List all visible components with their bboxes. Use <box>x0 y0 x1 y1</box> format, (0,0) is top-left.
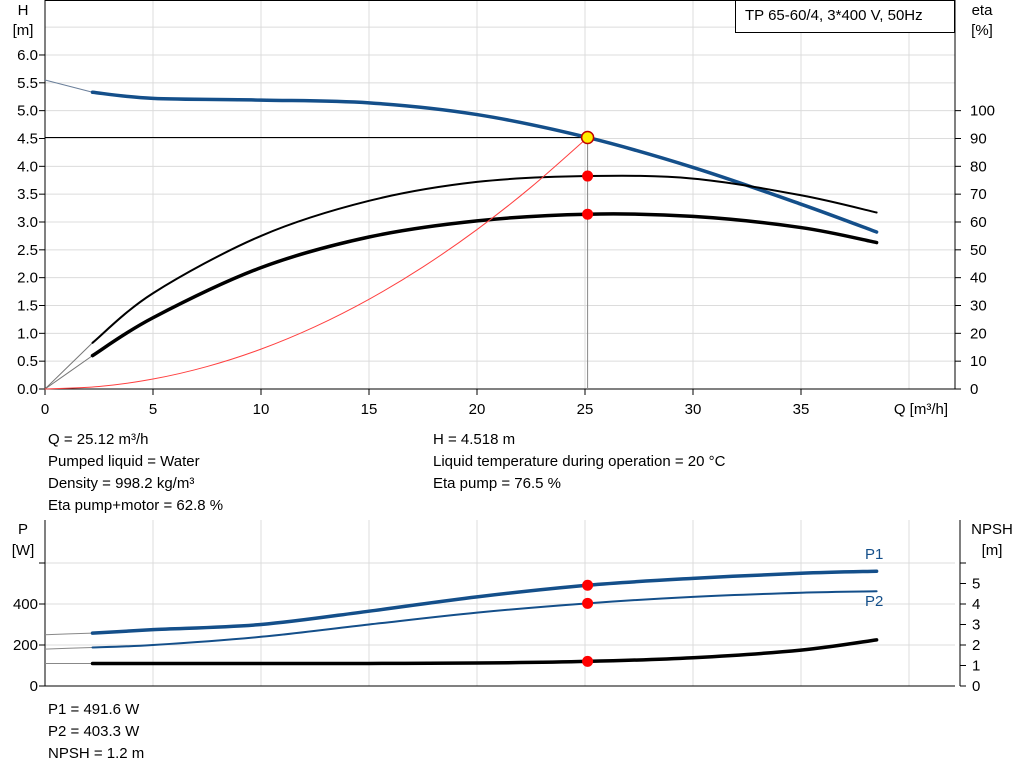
y-tick-label-left: 1.5 <box>17 297 38 314</box>
y-tick-label-right: 10 <box>970 353 987 370</box>
y-tick-label-left: 400 <box>13 596 38 613</box>
y-axis-unit-left: [m] <box>13 22 34 39</box>
info-h: H = 4.518 m <box>433 431 516 448</box>
curve-system <box>44 136 589 390</box>
curve-P1-extrapolated <box>44 632 93 636</box>
y-tick-label-right: 0 <box>972 678 980 695</box>
y-tick-label-right: 70 <box>970 186 987 203</box>
y-tick-label-left: 1.0 <box>17 325 38 342</box>
y-tick-label-right: 90 <box>970 130 987 147</box>
chart-title: TP 65-60/4, 3*400 V, 50Hz <box>745 7 923 24</box>
y-axis-label-right: NPSH <box>971 521 1013 538</box>
y-tick-label-left: 5.0 <box>17 103 38 120</box>
curve-P2-extrapolated <box>44 646 93 650</box>
operating-point-marker <box>582 579 594 591</box>
curve-npsh <box>90 638 879 666</box>
x-tick-label: 20 <box>469 401 486 418</box>
info-density: Density = 998.2 kg/m³ <box>48 475 195 492</box>
info-p2: P2 = 403.3 W <box>48 723 140 740</box>
x-tick-label: 5 <box>149 401 157 418</box>
x-axis-label: Q [m³/h] <box>894 401 948 418</box>
y-tick-label-right: 1 <box>972 658 980 675</box>
y-tick-label-left: 6.0 <box>17 47 38 64</box>
y-tick-label-left: 2.5 <box>17 242 38 259</box>
y-tick-label-right: 5 <box>972 576 980 593</box>
y-tick-label-right: 20 <box>970 325 987 342</box>
y-tick-label-left: 0 <box>30 678 38 695</box>
info-liquid: Pumped liquid = Water <box>48 453 200 470</box>
y-tick-label-right: 80 <box>970 158 987 175</box>
curve-head-extrapolated <box>44 79 93 93</box>
y-tick-label-right: 60 <box>970 214 987 231</box>
y-tick-label-right: 2 <box>972 637 980 654</box>
y-tick-label-right: 40 <box>970 270 987 287</box>
y-tick-label-right: 3 <box>972 617 980 634</box>
y-tick-label-left: 2.0 <box>17 270 38 287</box>
y-axis-unit-right: [%] <box>971 22 993 39</box>
operating-point-marker <box>582 597 594 609</box>
operating-point-marker <box>582 208 594 220</box>
info-temperature: Liquid temperature during operation = 20… <box>433 453 726 470</box>
y-tick-label-left: 200 <box>13 637 38 654</box>
curve-P2 <box>91 590 878 649</box>
y-axis-label-left: H <box>18 2 29 19</box>
plot-frame-top <box>44 0 956 390</box>
y-tick-label-left: 4.0 <box>17 158 38 175</box>
x-tick-label: 15 <box>361 401 378 418</box>
info-eta-pump: Eta pump = 76.5 % <box>433 475 561 492</box>
y-tick-label-left: 3.0 <box>17 214 38 231</box>
curve-eta_pump_motor-extrapolated <box>44 355 93 390</box>
chart-title-box <box>735 0 955 33</box>
curve-P1 <box>90 569 879 635</box>
series-label-P1: P1 <box>865 546 883 563</box>
y-axis-unit-left: [W] <box>12 542 35 559</box>
x-tick-label: 0 <box>41 401 49 418</box>
info-npsh: NPSH = 1.2 m <box>48 745 145 762</box>
info-p1: P1 = 491.6 W <box>48 701 140 718</box>
info-eta-pump-motor: Eta pump+motor = 62.8 % <box>48 497 224 514</box>
y-tick-label-left: 0.0 <box>17 381 38 398</box>
y-tick-label-right: 30 <box>970 297 987 314</box>
y-tick-label-right: 50 <box>970 242 987 259</box>
x-tick-label: 25 <box>577 401 594 418</box>
operating-point-marker <box>582 170 594 182</box>
y-tick-label-right: 100 <box>970 103 995 120</box>
info-q: Q = 25.12 m³/h <box>48 431 149 448</box>
series-label-P2: P2 <box>865 593 883 610</box>
operating-point-marker <box>582 655 594 667</box>
curve-eta_pump-extrapolated <box>44 342 93 390</box>
curve-eta_pump_motor <box>90 212 879 358</box>
y-axis-label-right: eta <box>972 2 994 19</box>
x-tick-label: 30 <box>685 401 702 418</box>
y-tick-label-left: 5.5 <box>17 75 38 92</box>
y-tick-label-left: 4.5 <box>17 130 38 147</box>
duty-point-marker <box>580 130 595 145</box>
y-tick-label-right: 0 <box>970 381 978 398</box>
curve-head <box>90 90 879 234</box>
y-tick-label-right: 4 <box>972 596 980 613</box>
x-tick-label: 10 <box>253 401 270 418</box>
curve-eta_pump <box>91 174 878 344</box>
y-axis-label-left: P <box>18 521 28 538</box>
y-tick-label-left: 0.5 <box>17 353 38 370</box>
y-tick-label-left: 3.5 <box>17 186 38 203</box>
y-axis-unit-right: [m] <box>982 542 1003 559</box>
x-tick-label: 35 <box>793 401 810 418</box>
